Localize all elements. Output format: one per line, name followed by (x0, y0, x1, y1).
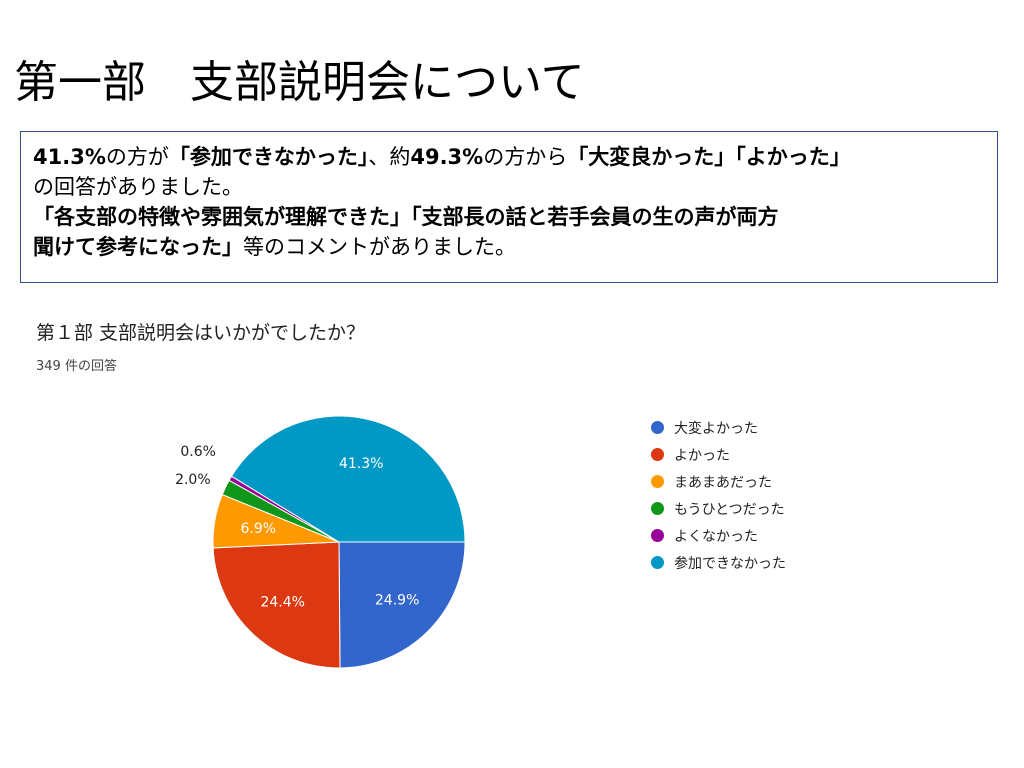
summary-text: 「大変良かった」「よかった」 (567, 145, 851, 169)
legend-swatch (651, 502, 664, 515)
summary-text: の方が (105, 145, 169, 169)
summary-line-1: 41.3%の方が「参加できなかった」、約49.3%の方から「大変良かった」「よか… (33, 142, 985, 172)
legend-item: 参加できなかった (651, 549, 786, 576)
summary-text: 等のコメントがありました。 (243, 235, 516, 259)
summary-text: 41.3% (33, 145, 106, 169)
summary-text: 49.3% (410, 145, 484, 169)
chart-subtitle: 349 件の回答 (36, 359, 117, 374)
slice-label: 0.6% (180, 444, 216, 460)
slide-title: 第一部 支部説明会について (14, 57, 585, 108)
legend-item: よくなかった (651, 522, 786, 549)
legend-label: まあまあだった (674, 474, 772, 491)
pie-slice (230, 415, 466, 543)
summary-text: 、約 (368, 145, 411, 169)
chart-title: 第１部 支部説明会はいかがでしたか？ (36, 322, 366, 344)
legend-label: よかった (674, 447, 730, 464)
slice-label: 6.9% (240, 521, 276, 537)
legend-item: もうひとつだった (651, 495, 786, 522)
summary-line-4: 聞けて参考になった」等のコメントがありました。 (33, 232, 985, 262)
legend-item: まあまあだった (651, 468, 786, 495)
legend-item: 大変よかった (651, 414, 786, 441)
summary-box: 41.3%の方が「参加できなかった」、約49.3%の方から「大変良かった」「よか… (20, 131, 998, 283)
legend-item: よかった (651, 441, 786, 468)
slice-label: 24.4% (260, 594, 304, 610)
summary-text: 「各支部の特徴や雰囲気が理解できた」「支部長の話と若手会員の生の声が両方 (33, 205, 779, 229)
legend-swatch (651, 448, 664, 461)
legend-swatch (651, 529, 664, 542)
legend-label: よくなかった (674, 528, 758, 545)
slice-label: 2.0% (175, 472, 211, 488)
legend-swatch (651, 421, 664, 434)
summary-text: 「参加できなかった」 (168, 145, 369, 169)
summary-line-3: 「各支部の特徴や雰囲気が理解できた」「支部長の話と若手会員の生の声が両方 (33, 202, 985, 232)
legend-swatch (651, 556, 664, 569)
summary-text: 聞けて参考になった」 (33, 235, 243, 259)
legend-label: もうひとつだった (674, 501, 785, 518)
legend-label: 参加できなかった (674, 555, 786, 572)
slice-label: 24.9% (375, 593, 419, 609)
summary-line-2: の回答がありました。 (33, 175, 243, 199)
legend-swatch (651, 475, 664, 488)
chart-legend: 大変よかった よかったまあまあだった もうひとつだった よくなかった参加できなかった (651, 414, 786, 576)
slice-label: 41.3% (339, 456, 383, 472)
pie-slice (212, 541, 341, 669)
pie-slice (338, 541, 466, 669)
legend-label: 大変よかった (674, 420, 758, 437)
summary-text: の方から (483, 145, 568, 169)
